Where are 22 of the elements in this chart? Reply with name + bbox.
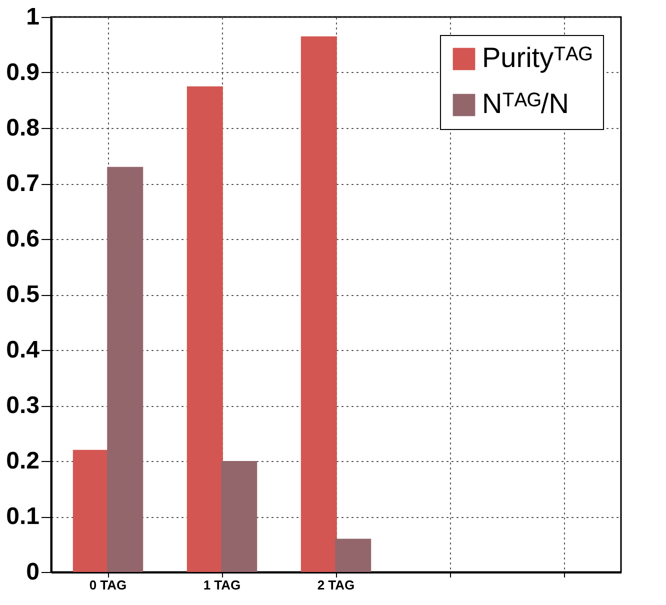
y-tick-label: 0.3 — [6, 392, 40, 419]
y-tick-label: 0.5 — [6, 281, 40, 308]
bar — [72, 450, 109, 572]
y-tick-label: 0.9 — [6, 59, 40, 86]
legend-label: Nᵀᴬᴳ/N — [482, 88, 569, 119]
y-tick-label: 1 — [26, 4, 40, 30]
y-tick-label: 0.7 — [6, 170, 40, 197]
bar — [300, 36, 337, 572]
legend-label: Purityᵀᴬᴳ — [482, 42, 592, 73]
y-tick-label: 0.2 — [6, 448, 40, 474]
y-tick-label: 0.1 — [6, 503, 40, 530]
bar — [186, 86, 223, 572]
bar — [335, 538, 372, 572]
bar — [221, 461, 258, 572]
y-tick-label: 0.6 — [6, 226, 40, 252]
x-tick-label: 0 TAG — [89, 578, 127, 592]
y-tick-label: 0.4 — [6, 336, 40, 364]
bar — [107, 166, 144, 572]
x-tick-label: 1 TAG — [203, 578, 241, 592]
x-tick-label: 2 TAG — [317, 578, 355, 592]
y-tick-label: 0.8 — [6, 114, 40, 142]
y-tick-label: 0 — [26, 558, 40, 586]
